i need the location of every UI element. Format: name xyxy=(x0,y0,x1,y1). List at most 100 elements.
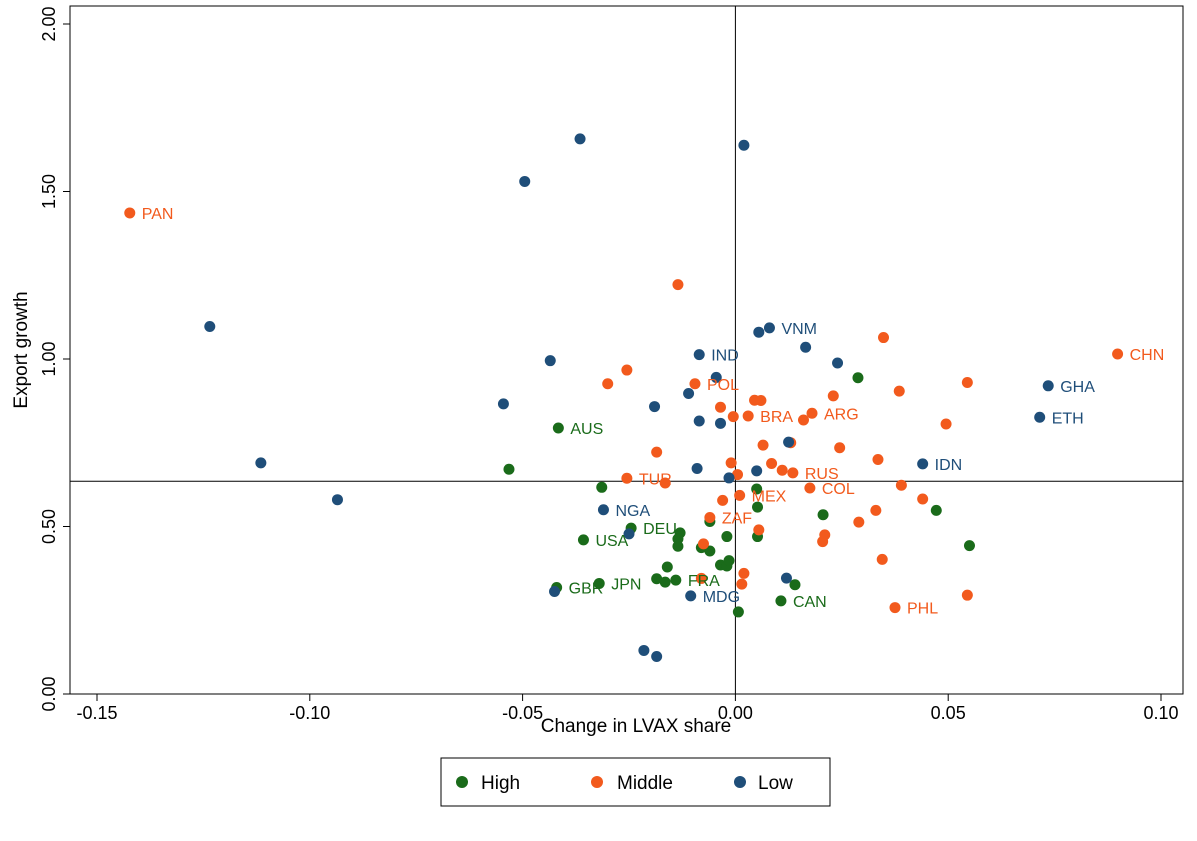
data-point xyxy=(685,590,697,602)
point-label: CHN xyxy=(1130,347,1165,364)
legend: High Middle Low xyxy=(440,757,831,807)
data-point xyxy=(755,395,767,407)
data-point xyxy=(577,534,589,546)
data-point xyxy=(732,606,744,618)
data-point xyxy=(806,407,818,419)
data-point xyxy=(752,501,764,513)
y-tick-label: 0.00 xyxy=(39,676,59,711)
data-point xyxy=(651,573,663,585)
legend-marker xyxy=(591,776,603,788)
data-point xyxy=(775,595,787,607)
plot-frame xyxy=(69,5,1184,695)
data-point xyxy=(872,454,884,465)
data-point xyxy=(331,494,343,506)
data-point xyxy=(670,574,682,586)
data-point xyxy=(727,411,739,423)
y-tick-label: 1.00 xyxy=(39,341,59,376)
x-tick-label: -0.15 xyxy=(76,703,117,723)
data-point xyxy=(623,528,635,540)
data-point xyxy=(878,332,890,344)
data-point xyxy=(693,349,705,361)
data-point xyxy=(710,371,722,383)
data-point xyxy=(661,561,673,573)
data-point xyxy=(596,481,608,493)
data-point xyxy=(621,364,633,376)
point-label: CAN xyxy=(793,594,827,611)
data-point xyxy=(804,482,816,494)
data-point xyxy=(763,322,775,334)
data-point xyxy=(789,579,801,591)
data-point xyxy=(503,463,515,475)
data-point xyxy=(827,390,839,402)
legend-marker xyxy=(456,776,468,788)
data-point xyxy=(593,577,605,589)
data-point xyxy=(602,378,614,390)
data-point xyxy=(204,321,216,333)
x-axis-label: Change in LVAX share xyxy=(541,716,731,737)
data-point xyxy=(519,175,531,187)
data-point xyxy=(497,398,509,410)
series-low xyxy=(204,133,1054,662)
point-label: GHA xyxy=(1060,379,1095,396)
series-middle xyxy=(124,207,1124,614)
legend-box xyxy=(440,757,831,807)
data-point xyxy=(725,457,737,469)
legend-label: Middle xyxy=(617,773,673,794)
data-point xyxy=(715,401,727,413)
data-point xyxy=(963,540,975,552)
point-labels: AUS DEU USA FRA JPN GBR CAN PAN CHN POL ARG BRA RUS T… xyxy=(142,206,1164,618)
data-point xyxy=(683,388,695,400)
data-point xyxy=(895,479,907,491)
data-point xyxy=(852,372,864,384)
data-point xyxy=(787,467,799,479)
data-point xyxy=(734,489,746,501)
data-point xyxy=(917,458,929,470)
data-point xyxy=(753,326,765,338)
data-point xyxy=(649,401,661,413)
point-label: NGA xyxy=(615,503,650,520)
x-tick-label: -0.10 xyxy=(289,703,330,723)
y-axis: 0.00 0.50 1.00 1.50 2.00 xyxy=(39,6,70,712)
data-point xyxy=(1042,380,1054,392)
data-point xyxy=(940,418,952,430)
point-label: TUR xyxy=(639,471,672,488)
data-point xyxy=(691,463,703,475)
data-point xyxy=(552,422,564,434)
point-label: ETH xyxy=(1052,410,1084,427)
data-point xyxy=(651,446,663,458)
point-label: DEU xyxy=(643,521,677,538)
data-point xyxy=(689,378,701,390)
data-point xyxy=(715,417,727,429)
y-tick-label: 2.00 xyxy=(39,6,59,41)
point-label: JPN xyxy=(611,576,641,593)
data-point xyxy=(834,442,846,454)
data-point xyxy=(695,572,707,584)
data-point xyxy=(766,458,778,470)
data-point xyxy=(870,504,882,516)
data-point xyxy=(597,504,609,516)
data-point xyxy=(961,376,973,388)
point-label: GBR xyxy=(569,580,604,597)
x-tick-label: 0.10 xyxy=(1143,703,1178,723)
data-point xyxy=(800,341,812,353)
data-point xyxy=(753,524,765,536)
data-point xyxy=(697,538,709,550)
data-point xyxy=(124,207,136,219)
data-point xyxy=(776,464,788,476)
point-label: BRA xyxy=(760,409,793,426)
data-point xyxy=(876,553,888,565)
data-point xyxy=(817,536,829,548)
data-point xyxy=(917,493,929,505)
point-label: PAN xyxy=(142,206,174,223)
data-point xyxy=(255,457,267,469)
data-point xyxy=(638,644,650,656)
point-label: POL xyxy=(707,377,739,394)
x-tick-label: 0.00 xyxy=(718,703,753,723)
point-label: VNM xyxy=(781,321,817,338)
point-label: AUS xyxy=(570,421,603,438)
data-point xyxy=(738,567,750,579)
point-label: MEX xyxy=(752,488,787,505)
data-point xyxy=(930,504,942,516)
data-point xyxy=(817,509,829,521)
